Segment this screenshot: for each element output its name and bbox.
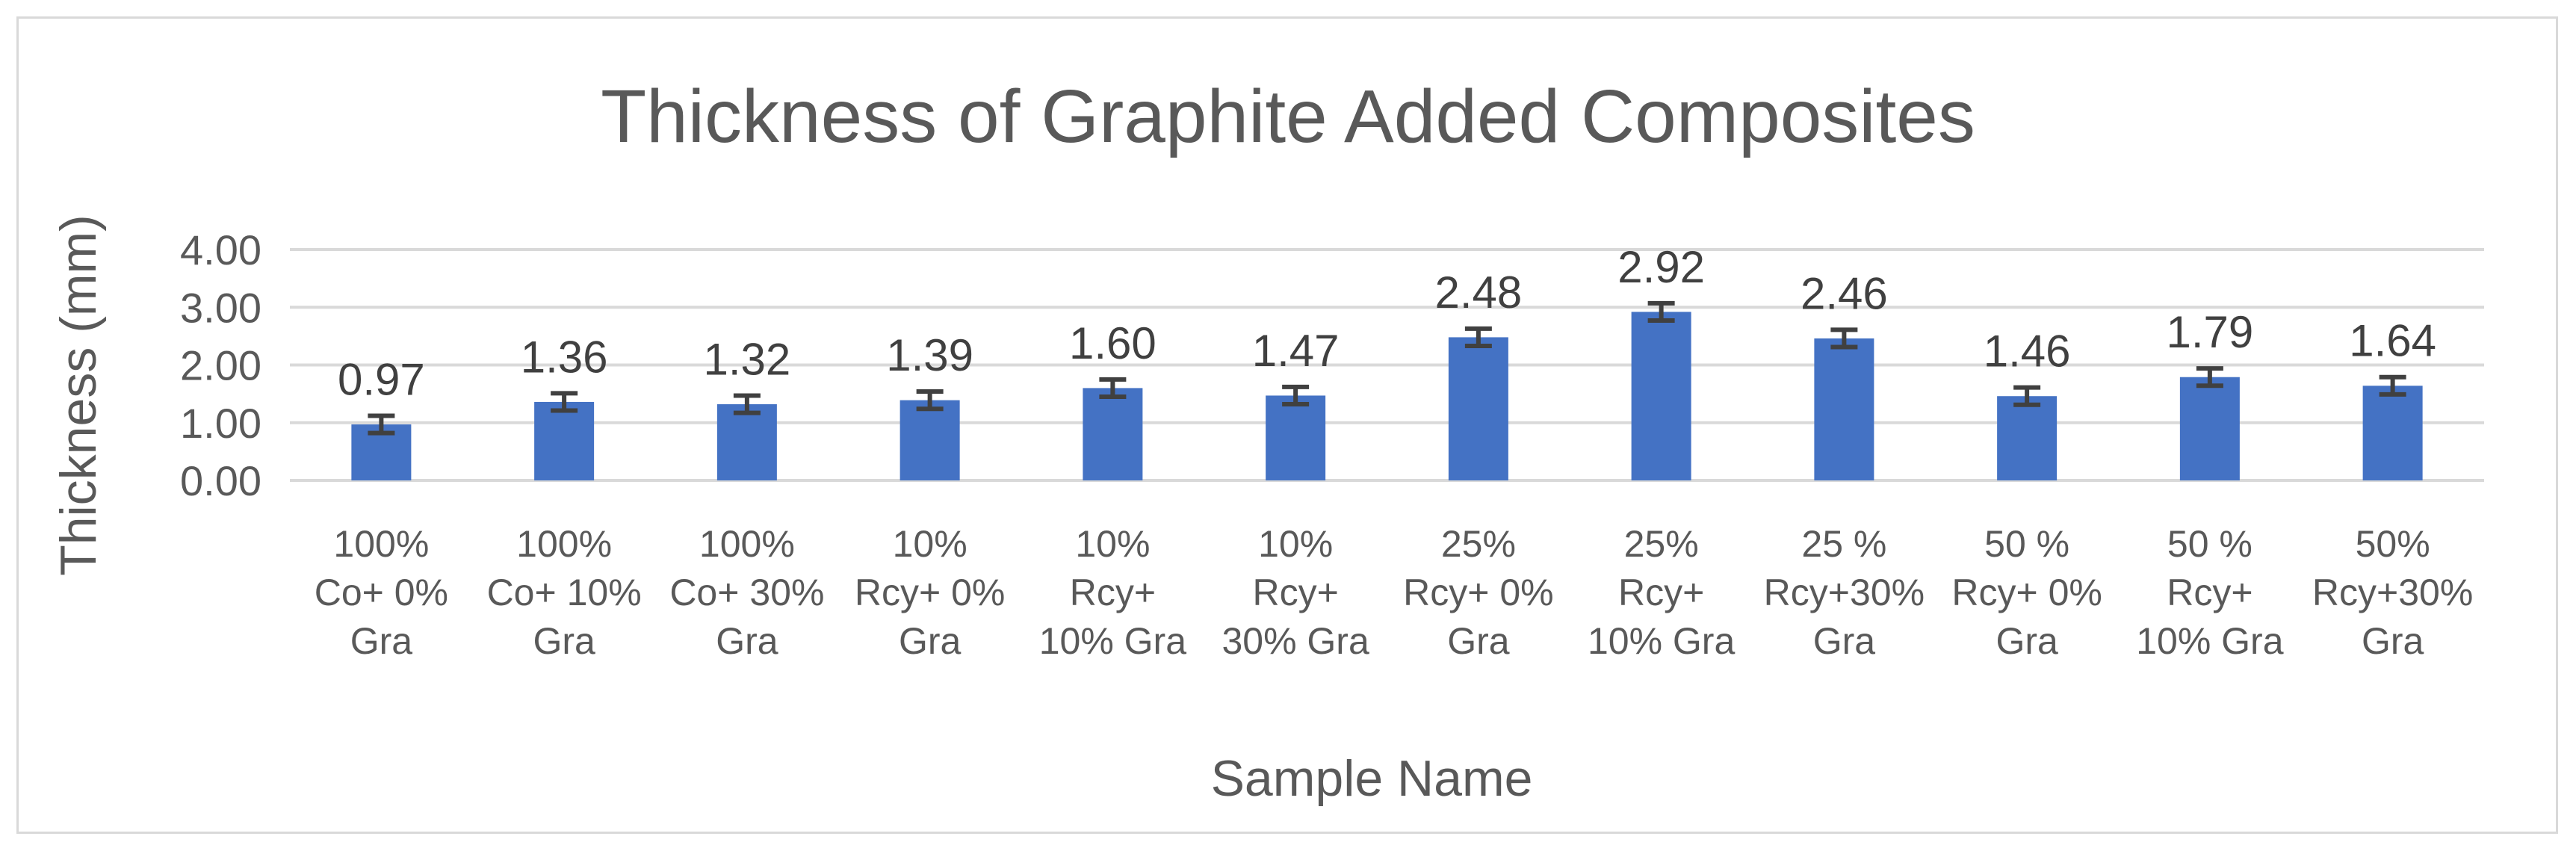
bar (1083, 388, 1143, 480)
bar (2362, 386, 2423, 480)
error-bar (2379, 374, 2406, 397)
error-bar (916, 389, 944, 412)
x-tick-label: 25% Rcy+ 10% Gra (1588, 523, 1736, 662)
data-label: 2.46 (1801, 268, 1888, 318)
data-label: 1.60 (1069, 318, 1157, 368)
error-bar (368, 413, 395, 436)
bar (534, 401, 595, 480)
x-tick-label: 25 % Rcy+30% Gra (1764, 523, 1925, 662)
bar (1266, 395, 1326, 480)
x-tick-label: 50% Rcy+30% Gra (2312, 523, 2473, 662)
bar (1997, 396, 2058, 480)
y-tick-label: 1.00 (180, 400, 261, 447)
y-axis-ticks: 0.00 1.00 2.00 3.00 4.00 (180, 226, 261, 504)
data-labels: 0.97 1.36 1.32 1.39 1.60 1.47 2.48 2.92 2.46 1.46… (338, 242, 2436, 405)
x-tick-label: 50 % Rcy+ 10% Gra (2136, 523, 2284, 662)
bar (1814, 338, 1874, 480)
bar (1448, 337, 1508, 480)
error-bar (1830, 327, 1858, 350)
error-bar (2196, 366, 2223, 389)
error-bar (1647, 300, 1675, 324)
x-tick-label: 10% Rcy+ 10% Gra (1039, 523, 1187, 662)
data-label: 1.32 (703, 334, 790, 384)
error-bar (1099, 377, 1127, 399)
x-axis-title: Sample Name (1211, 750, 1533, 807)
error-bar (2013, 385, 2041, 407)
x-tick-label: 100% Co+ 30% Gra (669, 523, 824, 662)
x-tick-label: 10% Rcy+ 0% Gra (855, 523, 1005, 662)
error-bar (733, 393, 761, 415)
x-tick-label: 25% Rcy+ 0% Gra (1403, 523, 1553, 662)
data-label: 1.64 (2349, 316, 2436, 366)
y-tick-label: 3.00 (180, 284, 261, 331)
bar (716, 404, 777, 480)
bar (2179, 377, 2240, 480)
chart-title: Thickness of Graphite Added Composites (601, 75, 1975, 158)
error-bar (551, 391, 578, 413)
x-tick-label: 10% Rcy+ 30% Gra (1222, 523, 1369, 662)
error-bars (368, 300, 2406, 436)
y-tick-label: 0.00 (180, 457, 261, 504)
bar (900, 400, 960, 480)
bar (1631, 312, 1691, 480)
data-label: 1.36 (521, 332, 608, 382)
data-label: 1.39 (886, 330, 973, 380)
data-label: 1.46 (1984, 327, 2071, 377)
data-label: 0.97 (338, 354, 425, 404)
data-label: 2.48 (1434, 267, 1522, 318)
error-bar (1464, 326, 1492, 349)
data-label: 1.79 (2166, 307, 2253, 357)
error-bar (1282, 384, 1310, 407)
bars (351, 312, 2423, 480)
y-tick-label: 2.00 (180, 342, 261, 389)
x-tick-label: 100% Co+ 0% Gra (315, 523, 448, 662)
x-tick-label: 100% Co+ 10% Gra (487, 523, 642, 662)
x-tick-label: 50 % Rcy+ 0% Gra (1951, 523, 2102, 662)
y-tick-label: 4.00 (180, 226, 261, 273)
data-label: 1.47 (1252, 326, 1340, 376)
data-label: 2.92 (1617, 242, 1705, 292)
y-axis-title: Thickness (mm) (50, 214, 107, 576)
gridlines (290, 248, 2484, 482)
